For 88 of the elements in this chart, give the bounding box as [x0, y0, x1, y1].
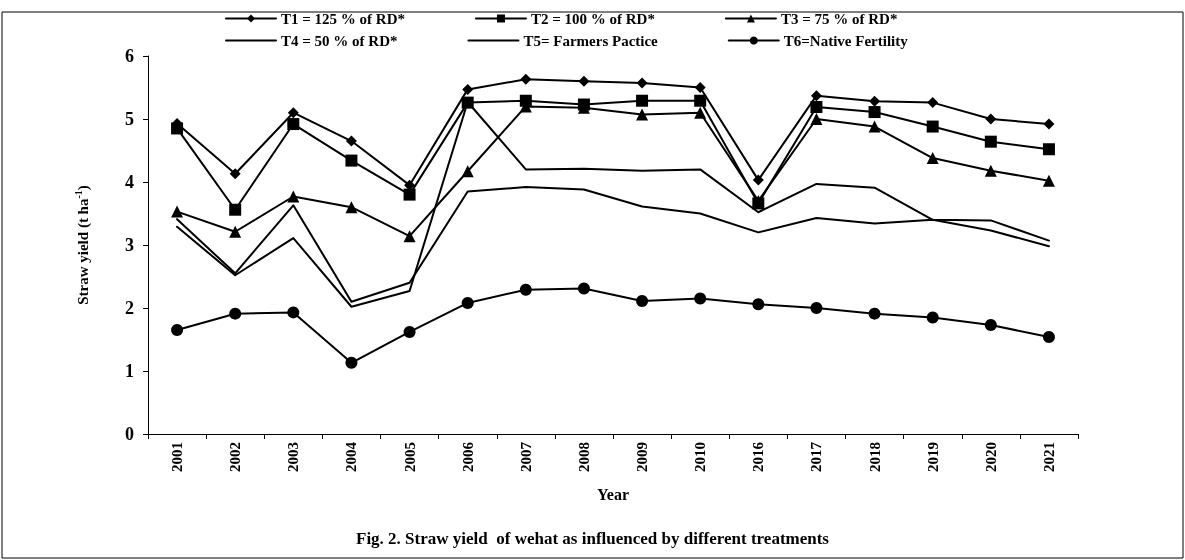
x-tick-label: 2006 — [459, 441, 476, 472]
x-tick-label: 2003 — [285, 442, 302, 472]
point — [229, 168, 241, 180]
point — [287, 107, 299, 119]
legend-label: T6=Native Fertility — [783, 32, 909, 49]
point — [287, 118, 300, 131]
point — [636, 77, 648, 89]
point — [810, 90, 822, 102]
point — [810, 101, 823, 114]
x-tick-label: 2007 — [517, 441, 534, 472]
x-tick-label: 2009 — [634, 442, 651, 472]
x-tick-label: 2020 — [982, 442, 999, 472]
point — [868, 307, 881, 320]
point — [636, 295, 649, 308]
x-tick-label: 2001 — [169, 442, 186, 472]
point — [520, 73, 532, 85]
point — [926, 311, 939, 324]
point — [1042, 143, 1055, 156]
y-tick-label: 0 — [125, 424, 134, 444]
point — [810, 302, 823, 314]
point — [403, 325, 416, 338]
x-tick-label: 2017 — [808, 441, 825, 472]
y-tick-label: 1 — [125, 361, 134, 381]
point — [694, 82, 706, 93]
x-tick-label: 2005 — [401, 442, 418, 472]
point — [984, 319, 997, 332]
point — [810, 113, 823, 125]
x-tick-label: 2019 — [924, 442, 941, 472]
point — [171, 324, 184, 337]
x-axis-title: Year — [597, 485, 629, 503]
y-axis-title: Straw yield (t ha-1) — [72, 185, 92, 305]
y-tick-label: 2 — [125, 298, 134, 318]
point — [1042, 174, 1055, 187]
point — [403, 230, 416, 243]
y-tick-label: 3 — [125, 235, 134, 255]
text: Fig. 2. Straw yield of wehat as influenced by different treatments — [356, 529, 830, 548]
point — [171, 205, 184, 218]
point — [229, 203, 242, 216]
y-tick-label: 5 — [125, 109, 134, 129]
point — [985, 113, 997, 125]
x-tick-label: 2016 — [750, 441, 767, 472]
point — [1042, 330, 1055, 343]
point — [345, 356, 358, 369]
x-tick-label: 2010 — [692, 442, 709, 472]
point — [927, 97, 939, 109]
point — [694, 106, 707, 119]
x-tick-label: 2002 — [227, 442, 244, 472]
point — [229, 225, 242, 238]
legend-label: T2 = 100 % of RD* — [530, 10, 655, 27]
point — [636, 94, 649, 107]
point — [984, 164, 997, 177]
point — [345, 201, 358, 214]
point — [229, 307, 242, 320]
point — [403, 188, 416, 201]
point — [578, 75, 590, 87]
point — [577, 282, 590, 295]
point — [752, 298, 765, 311]
x-tick-label: 2004 — [343, 441, 360, 472]
point — [869, 95, 881, 107]
point — [287, 306, 300, 319]
x-tick-label: 2021 — [1040, 442, 1057, 472]
point — [868, 120, 881, 133]
y-tick-label: 6 — [125, 46, 134, 66]
legend-label: T4 = 50 % of RD* — [281, 32, 398, 49]
point — [345, 135, 357, 147]
point — [984, 135, 997, 148]
legend-label: T3 = 75 % of RD* — [780, 10, 898, 27]
point — [694, 94, 707, 107]
point — [752, 174, 764, 186]
point — [461, 296, 474, 309]
legend-label: T1 = 125 % of RD* — [281, 10, 405, 27]
point — [694, 292, 707, 305]
point — [462, 83, 474, 95]
point — [926, 152, 939, 165]
point — [636, 108, 649, 121]
point — [926, 120, 939, 133]
point — [287, 190, 300, 203]
point — [171, 122, 184, 135]
point — [461, 96, 474, 109]
point — [519, 283, 532, 296]
x-tick-label: 2008 — [575, 442, 592, 472]
x-tick-label: 2018 — [866, 442, 883, 472]
legend-label: T5= Farmers Pactice — [523, 32, 659, 49]
point — [461, 165, 474, 178]
point — [1043, 118, 1055, 130]
y-tick-label: 4 — [125, 172, 134, 192]
point — [345, 154, 358, 167]
point — [868, 106, 881, 119]
